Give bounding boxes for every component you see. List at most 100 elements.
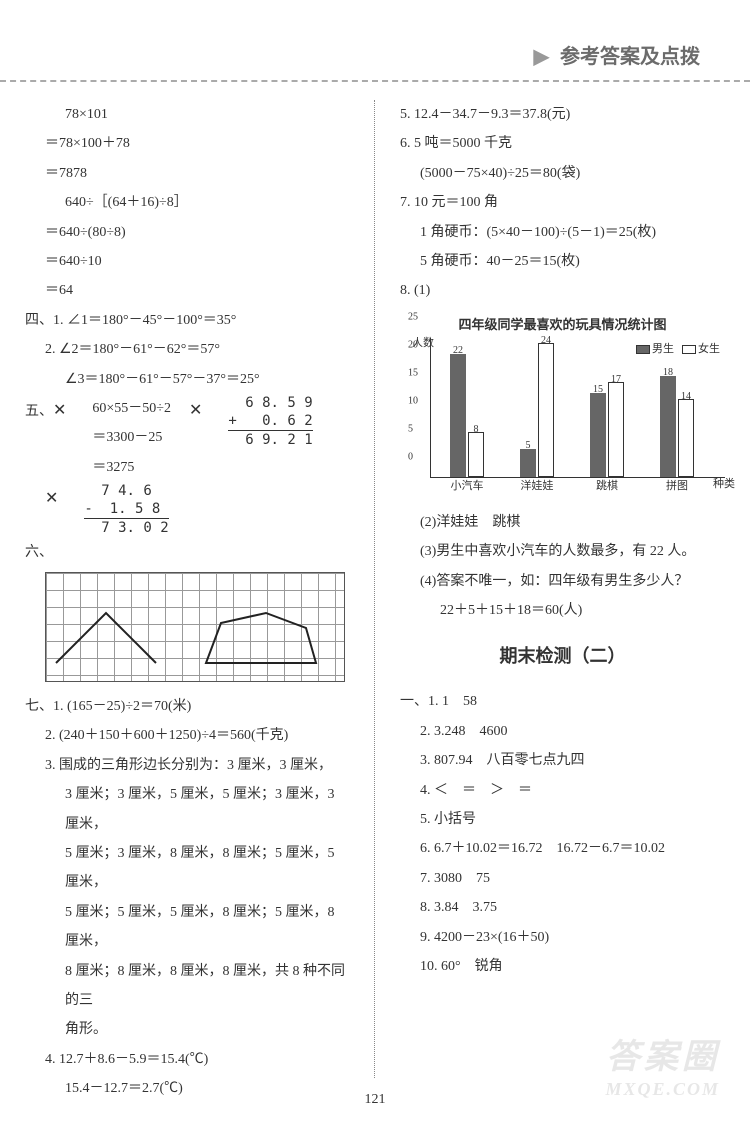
section-label: 五、 — [25, 404, 53, 419]
calc-line: ＝78×100＋78 — [25, 129, 349, 158]
section-five: 五、✕ 60×55－50÷2 ＝3300－25 ＝3275 ✕ 6 8. 5 9… — [25, 394, 349, 482]
calc-line: 640÷［(64＋16)÷8］ — [25, 188, 349, 217]
seven-line: 8 厘米；8 厘米，8 厘米，8 厘米，共 8 种不同的三 — [25, 957, 349, 1016]
grid-figure — [45, 572, 345, 682]
one-line: 3. 807.94 八百零七点九四 — [400, 746, 725, 775]
bar-girl: 17 — [608, 382, 624, 477]
content: 78×101 ＝78×100＋78 ＝7878 640÷［(64＋16)÷8］ … — [0, 100, 750, 1078]
bar-girl: 8 — [468, 432, 484, 477]
ans-line: 5. 12.4－34.7－9.3＝37.8(元) — [400, 100, 725, 129]
one-line: 1. 1 58 — [428, 694, 477, 709]
top-divider — [0, 80, 750, 82]
bar-value: 17 — [609, 369, 623, 390]
bar-girl: 14 — [678, 399, 694, 477]
bar-value: 15 — [590, 379, 606, 400]
left-column: 78×101 ＝78×100＋78 ＝7878 640÷［(64＋16)÷8］ … — [0, 100, 375, 1078]
seven-line: 15.4－12.7＝2.7(℃) — [25, 1074, 349, 1103]
bar-value: 18 — [660, 362, 676, 383]
one-line: 9. 4200－23×(16＋50) — [400, 923, 725, 952]
ans-line: 8. (1) — [400, 276, 725, 305]
calc-line: 78×101 — [25, 100, 349, 129]
legend-boy-box — [636, 345, 650, 354]
x-tick-label: 小汽车 — [451, 475, 484, 498]
section-seven: 七、1. (165－25)÷2＝70(米) — [25, 692, 349, 721]
seven-line: 5 厘米；5 厘米，5 厘米，8 厘米；5 厘米，8 厘米， — [25, 898, 349, 957]
ans-line: (2)洋娃娃 跳棋 — [400, 508, 725, 537]
x-tick-label: 洋娃娃 — [521, 475, 554, 498]
y-tick-label: 25 — [408, 307, 418, 328]
right-column: 5. 12.4－34.7－9.3＝37.8(元) 6. 5 吨＝5000 千克 … — [375, 100, 750, 1078]
bar-value: 8 — [469, 419, 483, 440]
y-tick-label: 20 — [408, 335, 418, 356]
y-tick-label: 0 — [408, 447, 413, 468]
ans-line: 22＋5＋15＋18＝60(人) — [400, 596, 725, 625]
x-mark-icon: ✕ — [45, 490, 58, 507]
seven-line: 4. 12.7＋8.6－5.9＝15.4(℃) — [25, 1045, 349, 1074]
arrow-icon: ▶ — [534, 46, 549, 68]
five-sub: ✕ 7 4. 6 - 1. 5 8 7 3. 0 2 — [25, 482, 349, 538]
bar-boy: 15 — [590, 393, 606, 477]
ans-line: 5 角硬币：40－25＝15(枚) — [400, 247, 725, 276]
ans-line: 7. 10 元＝100 角 — [400, 188, 725, 217]
seven-line: 3. 围成的三角形边长分别为：3 厘米，3 厘米， — [25, 751, 349, 780]
vertical-addition: 6 8. 5 9 + 0. 6 2 6 9. 2 1 — [228, 394, 312, 450]
four-line: 2. ∠2＝180°－61°－62°＝57° — [25, 335, 349, 364]
watermark: MXQE.COM — [605, 1079, 720, 1100]
test2-title: 期末检测（二） — [400, 638, 725, 676]
one-line: 6. 6.7＋10.02＝16.72 16.72－6.7＝10.02 — [400, 834, 725, 863]
vertical-subtraction: 7 4. 6 - 1. 5 8 7 3. 0 2 — [84, 482, 168, 538]
chart-body: 人数 男生 女生 种类 0510152025228小汽车524洋娃娃1517跳棋… — [430, 338, 725, 498]
bar-boy: 22 — [450, 354, 466, 477]
bar-boy: 18 — [660, 376, 676, 477]
page-number: 121 — [365, 1092, 386, 1108]
bar-value: 5 — [520, 435, 536, 456]
y-axis — [430, 338, 431, 478]
bar-chart: 四年级同学最喜欢的玩具情况统计图 人数 男生 女生 种类 05101520252… — [400, 311, 725, 498]
y-tick-label: 5 — [408, 419, 413, 440]
seven-line: 3 厘米；3 厘米，5 厘米，5 厘米；3 厘米，3 厘米， — [25, 780, 349, 839]
section-label: 四、 — [25, 313, 53, 328]
ans-line: (3)男生中喜欢小汽车的人数最多，有 22 人。 — [400, 537, 725, 566]
y-tick-label: 15 — [408, 363, 418, 384]
one-line: 2. 3.248 4600 — [400, 717, 725, 746]
bar-boy: 5 — [520, 449, 536, 477]
x-axis-label: 种类 — [713, 473, 735, 496]
one-line: 5. 小括号 — [400, 805, 725, 834]
ans-line: 1 角硬币：(5×40－100)÷(5－1)＝25(枚) — [400, 218, 725, 247]
x-tick-label: 跳棋 — [596, 475, 618, 498]
seven-line: 角形。 — [25, 1015, 349, 1044]
shapes-svg — [46, 573, 346, 683]
bar-girl: 24 — [538, 343, 554, 477]
header-title: 参考答案及点拨 — [560, 46, 700, 68]
one-line: 10. 60° 锐角 — [400, 952, 725, 981]
calc-line: ＝7878 — [25, 159, 349, 188]
section-four: 四、1. ∠1＝180°－45°－100°＝35° — [25, 306, 349, 335]
five-line: 60×55－50÷2 — [92, 394, 171, 423]
bar-value: 22 — [450, 340, 466, 361]
x-mark-icon: ✕ — [189, 402, 202, 419]
x-tick-label: 拼图 — [666, 475, 688, 498]
section-label: 七、 — [25, 699, 53, 714]
y-tick-label: 10 — [408, 391, 418, 412]
seven-line: 1. (165－25)÷2＝70(米) — [53, 699, 191, 714]
x-mark-icon: ✕ — [53, 402, 66, 419]
calc-line: ＝64 — [25, 276, 349, 305]
calc-line: ＝640÷10 — [25, 247, 349, 276]
calc-line: ＝640÷(80÷8) — [25, 218, 349, 247]
section-label: 六、 — [25, 545, 53, 560]
four-line: 1. ∠1＝180°－45°－100°＝35° — [53, 313, 236, 328]
section-one: 一、1. 1 58 — [400, 687, 725, 716]
page-header: ▶ 参考答案及点拨 — [534, 40, 700, 69]
five-line: ＝3275 — [92, 453, 171, 482]
ans-line: 6. 5 吨＝5000 千克 — [400, 129, 725, 158]
section-label: 一、 — [400, 694, 428, 709]
legend-girl-box — [682, 345, 696, 354]
seven-line: 5 厘米；3 厘米，8 厘米，8 厘米；5 厘米，5 厘米， — [25, 839, 349, 898]
section-six: 六、 — [25, 538, 349, 567]
ans-line: (5000－75×40)÷25＝80(袋) — [400, 159, 725, 188]
chart-title: 四年级同学最喜欢的玩具情况统计图 — [400, 311, 725, 338]
chart-legend: 男生 女生 — [636, 338, 720, 361]
bar-value: 24 — [539, 330, 553, 351]
ans-line: (4)答案不唯一，如：四年级有男生多少人？ — [400, 567, 725, 596]
seven-line: 2. (240＋150＋600＋1250)÷4＝560(千克) — [25, 721, 349, 750]
